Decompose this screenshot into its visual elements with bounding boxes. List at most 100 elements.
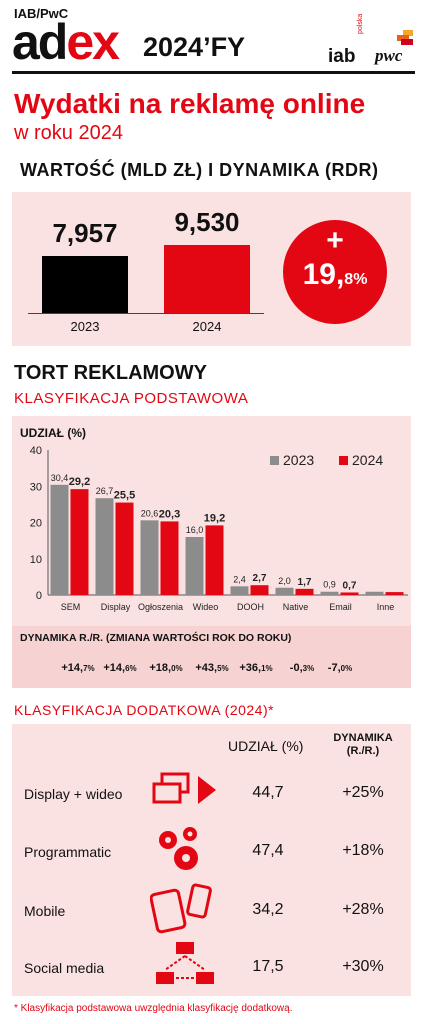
row-name: Display + wideo bbox=[24, 786, 123, 802]
value-bar-2023 bbox=[42, 256, 128, 313]
page-title: Wydatki na reklamę online bbox=[14, 88, 366, 119]
row-name: Programmatic bbox=[24, 844, 112, 860]
share-column-header: UDZIAŁ (%) bbox=[228, 738, 304, 754]
dynamics-value: +43,5% bbox=[195, 662, 229, 674]
dynamics-value: +36,1% bbox=[239, 662, 273, 674]
header-small-label: IAB/PwC bbox=[14, 6, 69, 21]
legend-swatch-2024 bbox=[339, 456, 348, 465]
pwc-logo-mark-icon bbox=[397, 30, 413, 45]
value-bar-2024 bbox=[164, 245, 250, 313]
legend-swatch-2023 bbox=[270, 456, 279, 465]
row-dynamics: +28% bbox=[342, 901, 384, 918]
bar-2023-Wideo bbox=[185, 537, 204, 595]
bar-2023-Ogłoszenia bbox=[140, 520, 159, 595]
dynamics-value: +18,0% bbox=[149, 662, 183, 674]
growth-plus: + bbox=[326, 224, 344, 257]
bar-2023-Inne bbox=[365, 591, 384, 595]
bar-2024-Inne bbox=[385, 592, 404, 595]
row-name: Social media bbox=[24, 960, 105, 976]
footnote: * Klasyfikacja podstawowa uwzględnia kla… bbox=[14, 1003, 293, 1014]
growth-value: 19,8% bbox=[283, 258, 387, 292]
legend-label-2023: 2023 bbox=[283, 452, 314, 468]
bar-data-label: 1,7 bbox=[298, 577, 312, 588]
iab-polska-label: polska bbox=[357, 13, 364, 34]
pwc-logo: pwc bbox=[375, 46, 403, 65]
growth-badge: + 19,8% bbox=[283, 220, 387, 324]
x-tick-label: Native bbox=[283, 602, 309, 612]
share-axis-label: UDZIAŁ (%) bbox=[20, 426, 86, 440]
x-tick-label: Wideo bbox=[193, 602, 219, 612]
bar-2024-SEM bbox=[70, 489, 89, 595]
bar-data-label: 19,2 bbox=[204, 512, 225, 524]
dynamics-column-subheader: (R./R.) bbox=[346, 745, 380, 757]
row-name: Mobile bbox=[24, 903, 66, 919]
x-tick-label: Email bbox=[329, 602, 352, 612]
logo-part-ex: ex bbox=[66, 14, 120, 70]
row-share: 17,5 bbox=[252, 958, 284, 975]
section-value-title: WARTOŚĆ (MLD ZŁ) I DYNAMIKA (RDR) bbox=[20, 160, 379, 180]
row-share: 34,2 bbox=[252, 901, 284, 918]
bar-2023-Native bbox=[275, 587, 294, 595]
bar-2023-Email bbox=[320, 591, 339, 595]
section-extra-title: KLASYFIKACJA DODATKOWA (2024)* bbox=[14, 702, 275, 718]
x-tick-label: Ogłoszenia bbox=[138, 602, 183, 612]
adex-logo: adex bbox=[12, 14, 120, 70]
row-dynamics: +18% bbox=[342, 842, 384, 859]
bar-2024-Ogłoszenia bbox=[160, 521, 179, 595]
row-share: 44,7 bbox=[252, 784, 284, 801]
row-dynamics: +25% bbox=[342, 784, 384, 801]
bar-2024-Display bbox=[115, 502, 134, 595]
network-icon bbox=[156, 942, 214, 984]
growth-decimal: 8% bbox=[344, 271, 368, 288]
bar-data-label: 0,9 bbox=[323, 580, 336, 590]
bar-data-label: 26,7 bbox=[96, 486, 114, 496]
value-year-label: 2023 bbox=[70, 319, 100, 334]
y-tick-label: 10 bbox=[30, 554, 42, 566]
iab-logo: iab bbox=[328, 46, 356, 67]
bar-data-label: 2,7 bbox=[253, 573, 267, 584]
dynamics-title: DYNAMIKA R./R. (ZMIANA WARTOŚCI ROK DO R… bbox=[20, 632, 292, 644]
y-tick-label: 0 bbox=[36, 590, 42, 602]
value-label: 9,530 bbox=[174, 207, 240, 237]
page-subtitle: w roku 2024 bbox=[14, 122, 123, 144]
value-label: 7,957 bbox=[52, 218, 118, 249]
y-tick-label: 40 bbox=[30, 445, 42, 457]
report-period: 2024’FY bbox=[143, 32, 246, 62]
legend-label-2024: 2024 bbox=[352, 452, 383, 468]
bar-2024-Native bbox=[295, 588, 314, 595]
bar-2024-Email bbox=[340, 592, 359, 595]
bar-data-label: 25,5 bbox=[114, 490, 135, 502]
x-tick-label: Inne bbox=[377, 602, 395, 612]
dynamics-strip bbox=[12, 626, 411, 688]
x-tick-label: DOOH bbox=[237, 602, 264, 612]
x-tick-label: SEM bbox=[61, 602, 81, 612]
bar-data-label: 0,7 bbox=[343, 580, 357, 591]
bar-data-label: 20,6 bbox=[141, 508, 159, 518]
bar-data-label: 2,4 bbox=[233, 574, 246, 584]
dynamics-value: +14,7% bbox=[61, 662, 95, 674]
row-share: 47,4 bbox=[252, 842, 284, 859]
bar-data-label: 20,3 bbox=[159, 508, 180, 520]
mobile-devices-icon bbox=[150, 883, 212, 934]
dynamics-column-header: DYNAMIKA bbox=[333, 732, 393, 744]
section-pie-title: TORT REKLAMOWY bbox=[14, 362, 207, 384]
bar-data-label: 16,0 bbox=[186, 525, 204, 535]
dynamics-value: +14,6% bbox=[103, 662, 137, 674]
logo-part-ad: ad bbox=[12, 14, 68, 70]
bar-2023-SEM bbox=[50, 484, 69, 595]
bar-2023-Display bbox=[95, 498, 114, 595]
y-tick-label: 30 bbox=[30, 481, 42, 493]
y-tick-label: 20 bbox=[30, 518, 42, 530]
gears-icon bbox=[159, 827, 198, 870]
growth-main: 19, bbox=[302, 258, 345, 291]
extra-panel bbox=[12, 724, 411, 996]
dynamics-value: -7,0% bbox=[327, 662, 353, 674]
dynamics-value: -0,3% bbox=[289, 662, 315, 674]
bar-data-label: 2,0 bbox=[278, 576, 291, 586]
value-year-label: 2024 bbox=[192, 319, 222, 334]
bar-data-label: 29,2 bbox=[69, 476, 90, 488]
x-tick-label: Display bbox=[101, 602, 131, 612]
bar-2024-Wideo bbox=[205, 525, 224, 595]
value-chart-axis bbox=[28, 313, 264, 314]
